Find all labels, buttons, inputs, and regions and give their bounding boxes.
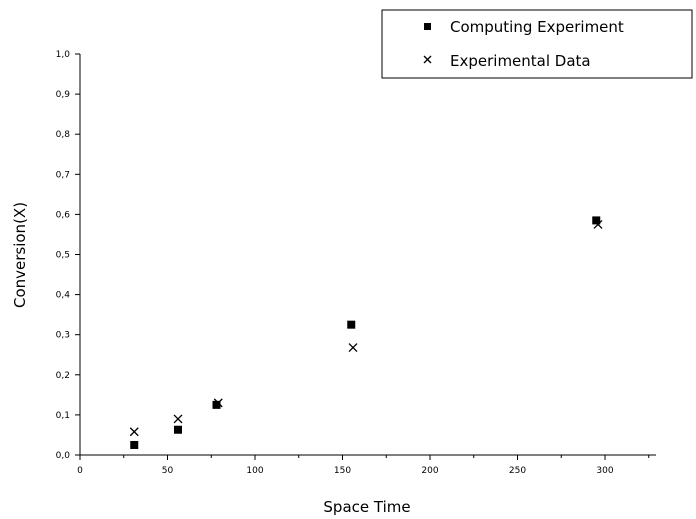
y-tick-label: 0,3 [56, 331, 70, 341]
y-tick-label: 0,0 [56, 451, 71, 461]
y-tick-label: 1,0 [56, 50, 71, 60]
legend-label-experimental: Experimental Data [450, 52, 591, 70]
experimental-data-point [173, 414, 183, 424]
computing-experiment-point [130, 440, 139, 449]
y-tick-label: 0,2 [56, 371, 70, 381]
data-points [129, 216, 603, 449]
x-tick-label: 250 [509, 466, 526, 476]
legend-marker-square [424, 23, 431, 30]
y-tick-label: 0,8 [56, 130, 71, 140]
experimental-data-point [213, 398, 223, 408]
legend: Computing Experiment Experimental Data [381, 9, 693, 79]
legend-box [381, 9, 693, 79]
legend-marker-cross [423, 55, 432, 64]
y-tick-label: 0,9 [56, 90, 71, 100]
x-tick-label: 100 [246, 466, 263, 476]
y-tick-label: 0,1 [56, 411, 70, 421]
y-tick-label: 0,7 [56, 170, 70, 180]
x-tick-label: 50 [162, 466, 174, 476]
experimental-data-point [129, 427, 139, 437]
ticks: 0 50 100 150 200 250 300 0,0 0,1 0,2 0,3 0,4 0,5 0,6 0… [56, 50, 650, 476]
x-tick-label: 0 [77, 466, 83, 476]
computing-experiment-point [347, 320, 356, 329]
y-axis-title: Conversion(X) [11, 202, 29, 308]
x-tick-label: 200 [421, 466, 438, 476]
experimental-data-point [348, 343, 358, 352]
computing-experiment-point [592, 216, 601, 225]
y-tick-label: 0,5 [56, 251, 70, 261]
x-tick-label: 150 [334, 466, 351, 476]
y-tick-label: 0,6 [56, 210, 71, 220]
y-tick-label: 0,4 [56, 291, 71, 301]
x-tick-label: 300 [596, 466, 613, 476]
x-axis-title: Space Time [323, 498, 410, 516]
axes [79, 54, 656, 456]
computing-experiment-point [174, 425, 182, 434]
legend-label-computing: Computing Experiment [450, 18, 624, 36]
experimental-data-point [593, 219, 603, 229]
